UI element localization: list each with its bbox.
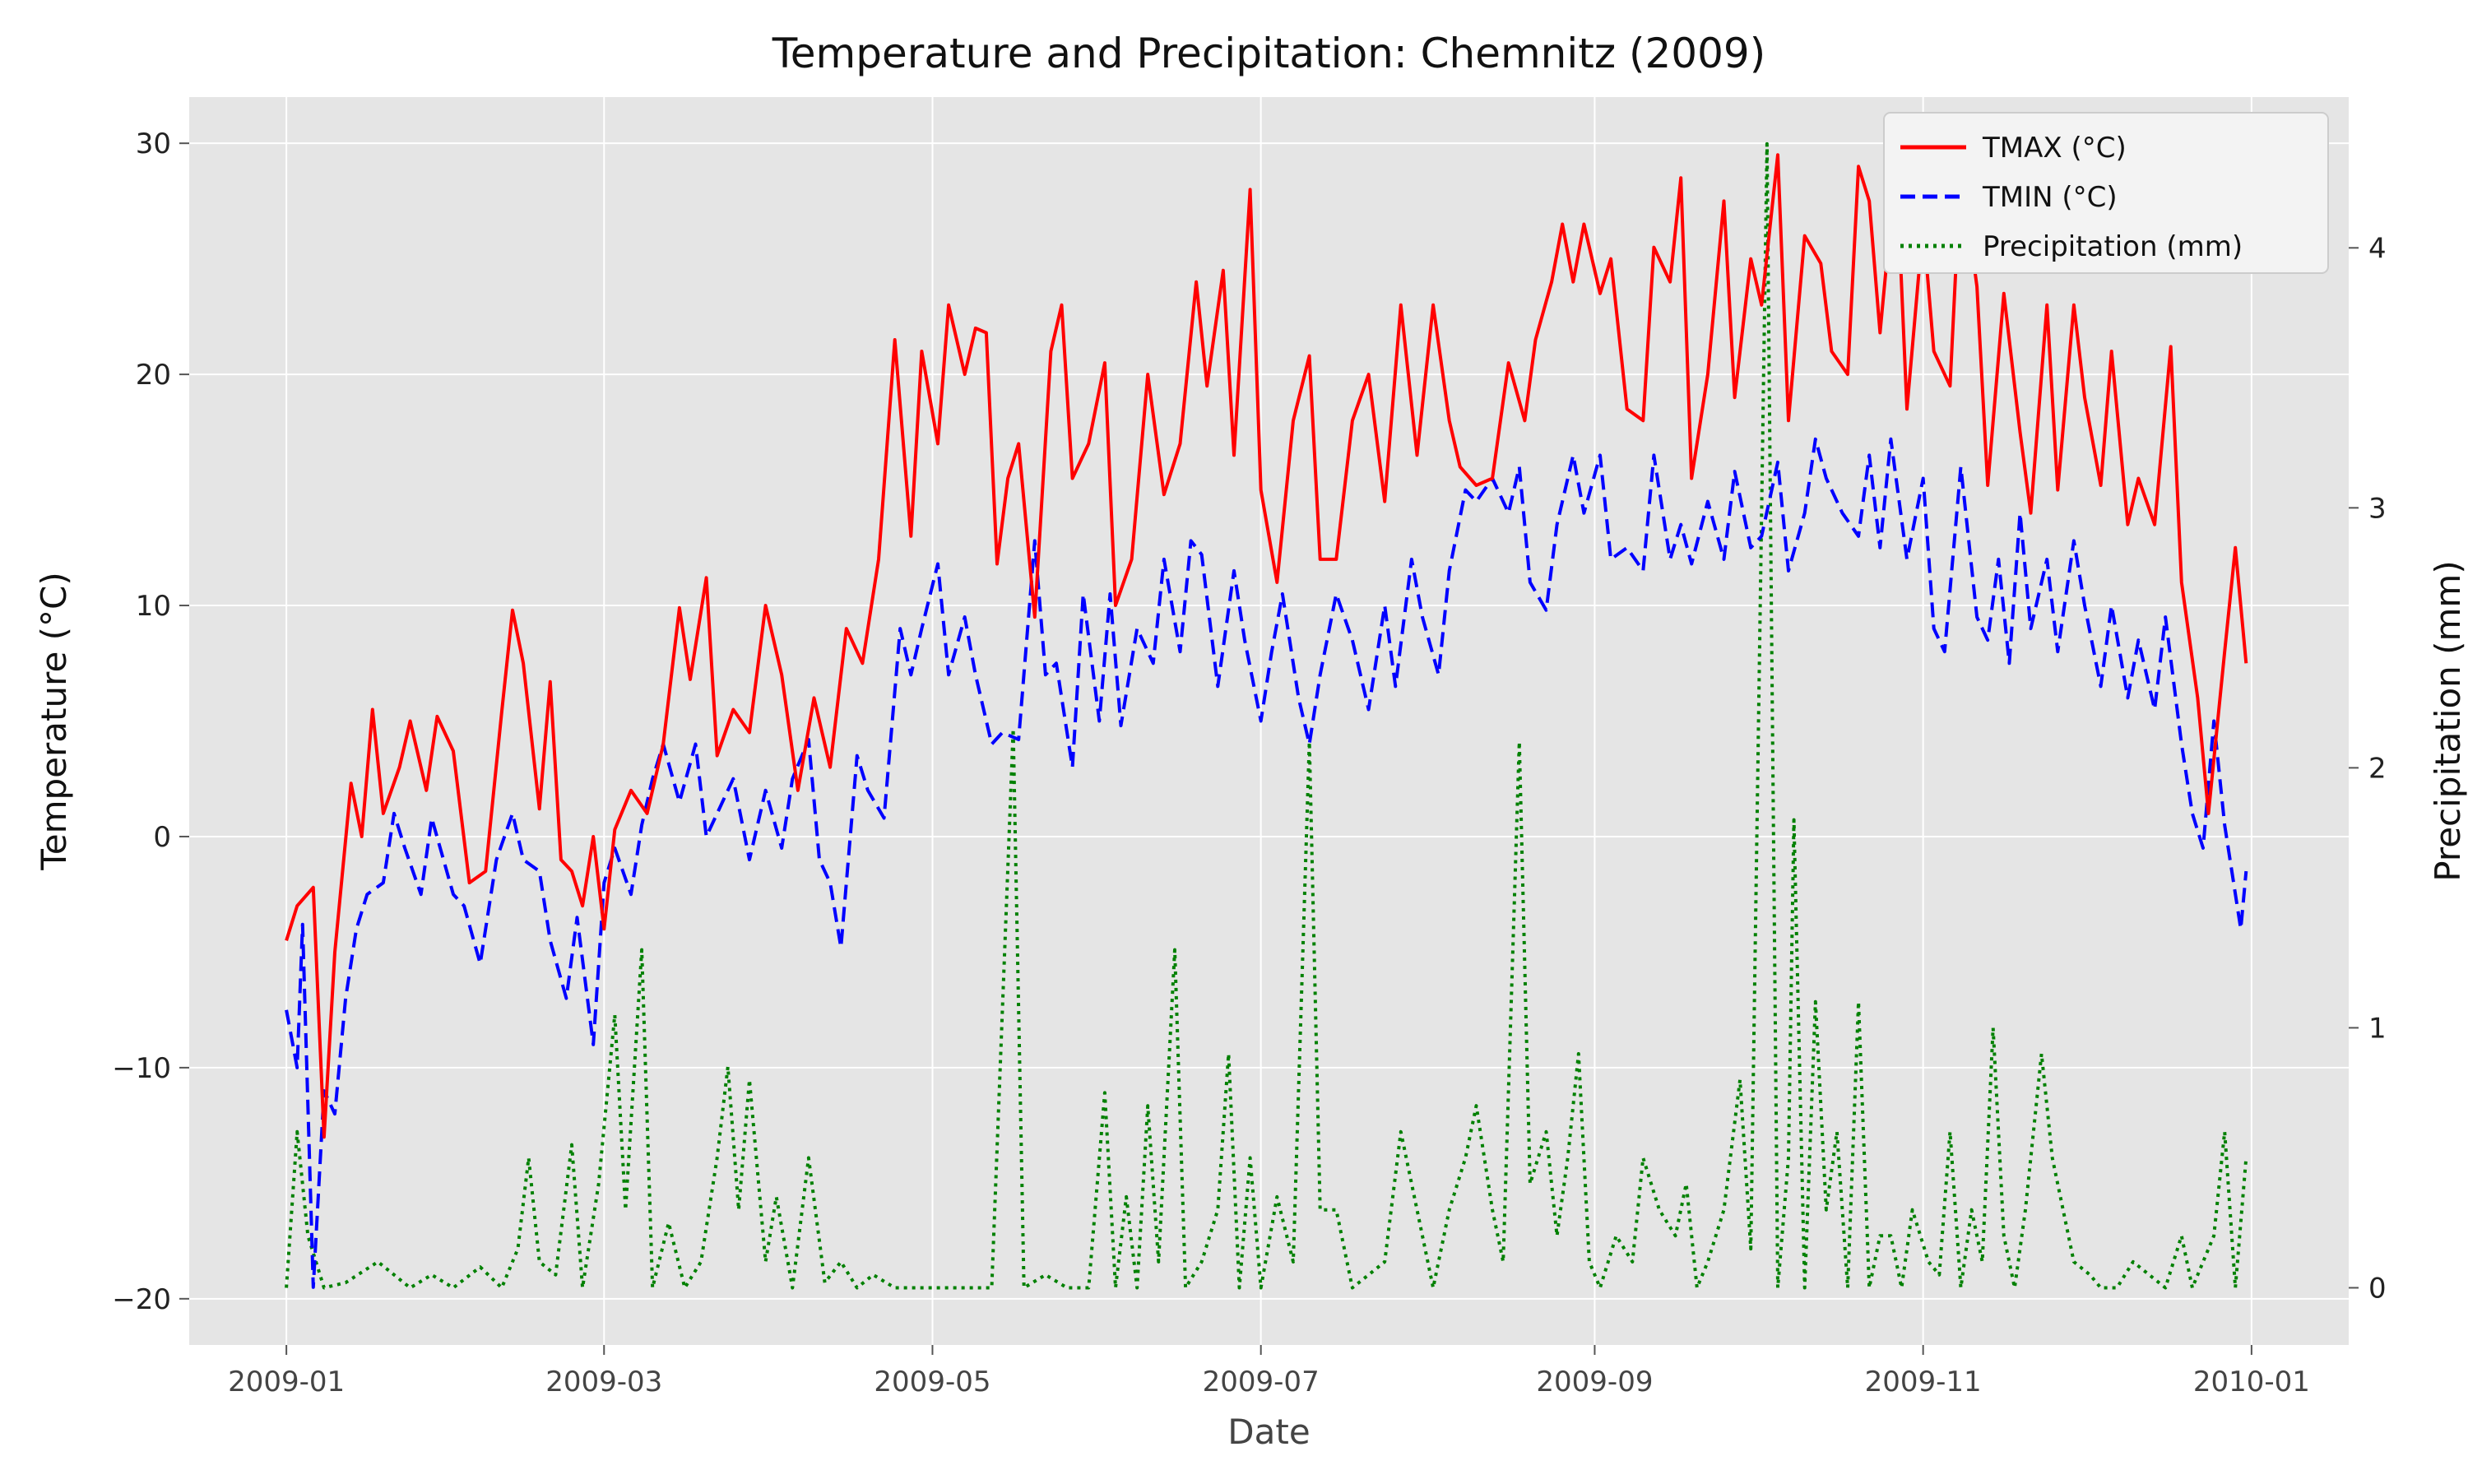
y-tick-label: 10 — [136, 590, 171, 623]
y2-tick-label: 3 — [2368, 492, 2387, 525]
x-axis-label: Date — [1227, 1412, 1310, 1452]
legend-items: TMAX (°C) TMIN (°C) Precipitation (mm) — [1900, 132, 2243, 263]
legend-box — [1883, 112, 2329, 274]
y-tick-label: 20 — [136, 359, 171, 392]
y-tick-label: 0 — [153, 821, 171, 854]
y2-axis-label: Precipitation (mm) — [2428, 560, 2468, 881]
series-line-precip — [285, 141, 2248, 1290]
y-tick-label: −10 — [112, 1052, 171, 1085]
x-tick-label: 2009-07 — [1203, 1366, 1320, 1398]
x-tick-label: 2010-01 — [2193, 1366, 2310, 1398]
legend-label-tmax: TMAX (°C) — [1982, 132, 2127, 165]
y2-tick-label: 1 — [2368, 1012, 2387, 1045]
plot-background — [189, 97, 2349, 1345]
chart-title: Temperature and Precipitation: Chemnitz … — [772, 30, 1766, 77]
y-axis-label: Temperature (°C) — [34, 572, 74, 871]
grid — [189, 97, 2349, 1345]
y-tick-label: −20 — [112, 1283, 171, 1316]
y2-tick-label: 2 — [2368, 752, 2387, 785]
x-tick-label: 2009-05 — [874, 1366, 990, 1398]
legend-label-tmin: TMIN (°C) — [1982, 181, 2118, 214]
x-tick-label: 2009-09 — [1536, 1366, 1653, 1398]
x-tick-label: 2009-03 — [545, 1366, 662, 1398]
legend: TMAX (°C) TMIN (°C) Precipitation (mm) — [1883, 112, 2329, 274]
y2-tick-label: 0 — [2368, 1272, 2387, 1305]
y2-tick-label: 4 — [2368, 232, 2387, 265]
legend-label-precip: Precipitation (mm) — [1983, 230, 2243, 263]
y-tick-label: 30 — [136, 128, 171, 160]
x-tick-label: 2009-01 — [228, 1366, 345, 1398]
x-tick-label: 2009-11 — [1865, 1366, 1982, 1398]
